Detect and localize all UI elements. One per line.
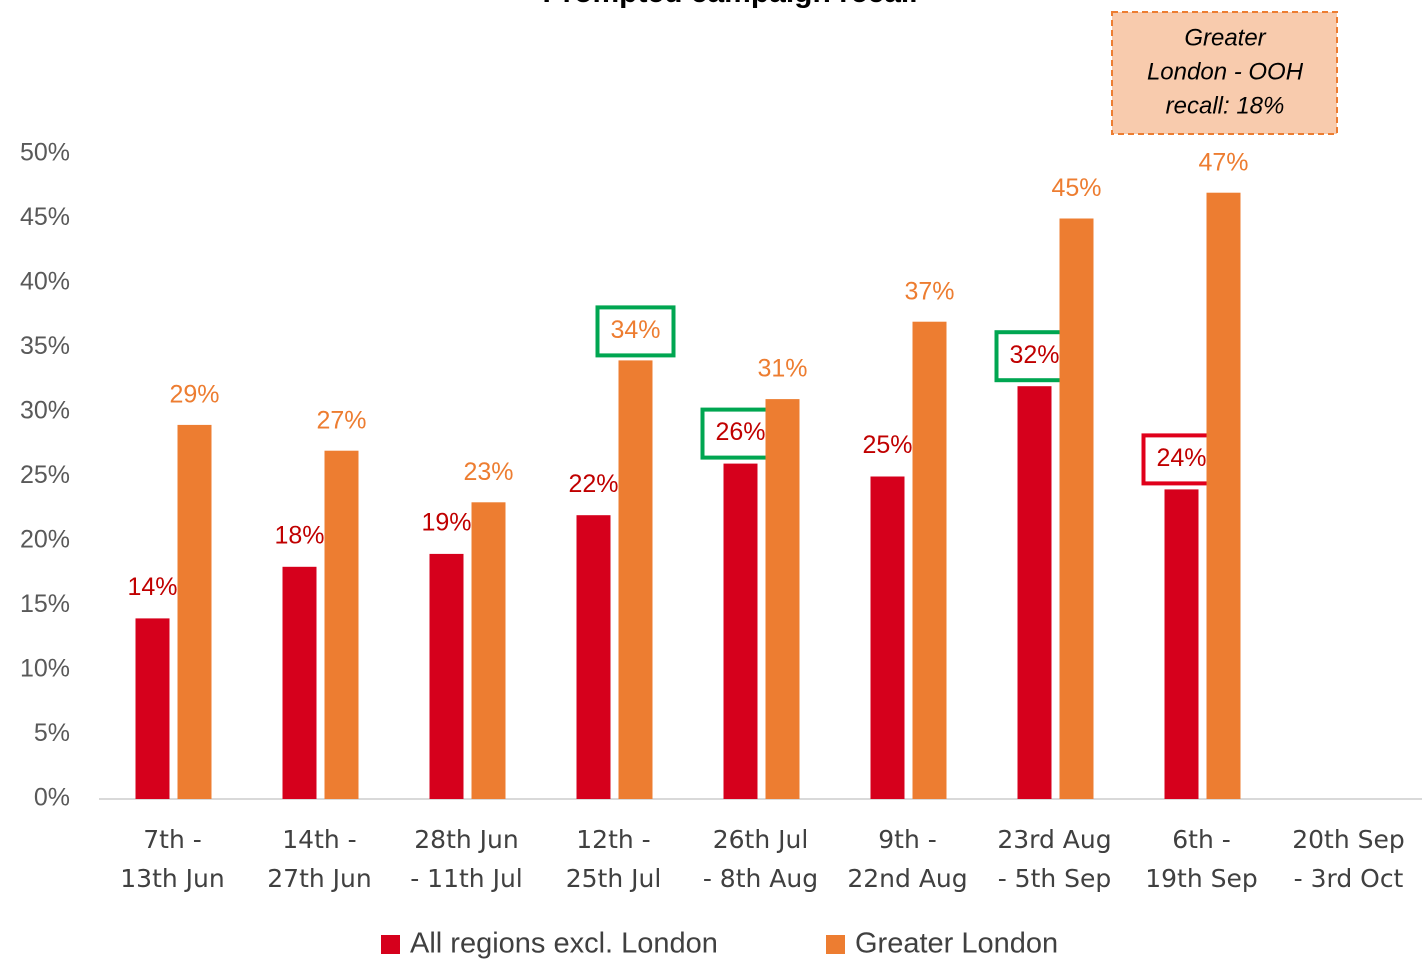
y-tick-label: 5% bbox=[34, 719, 70, 747]
bar bbox=[1206, 192, 1241, 799]
y-tick-label: 35% bbox=[20, 332, 70, 360]
annotation-box bbox=[1111, 11, 1338, 135]
data-label: 25% bbox=[862, 431, 912, 459]
data-label: 31% bbox=[757, 355, 807, 383]
bar bbox=[282, 566, 317, 799]
x-tick-label: 14th - 27th Jun bbox=[267, 825, 372, 893]
bar bbox=[135, 618, 170, 799]
data-label: 32% bbox=[1009, 341, 1059, 369]
annotation-text: London - OOH bbox=[1147, 58, 1304, 85]
data-label: 22% bbox=[568, 470, 618, 498]
legend-swatch bbox=[381, 935, 400, 954]
annotation-text: recall: 18% bbox=[1166, 92, 1285, 119]
y-tick-label: 25% bbox=[20, 461, 70, 489]
annotation-text: Greater bbox=[1184, 24, 1266, 51]
data-label: 29% bbox=[169, 381, 219, 409]
data-label: 37% bbox=[904, 277, 954, 305]
data-label: 14% bbox=[127, 573, 177, 601]
data-label: 26% bbox=[715, 418, 765, 446]
legend-label: All regions excl. London bbox=[410, 928, 718, 959]
legend-swatch bbox=[826, 935, 845, 954]
legend-label: Greater London bbox=[855, 928, 1058, 959]
data-label: 23% bbox=[463, 458, 513, 486]
data-label: 19% bbox=[421, 509, 471, 537]
bar bbox=[723, 463, 758, 799]
bar bbox=[471, 502, 506, 799]
bar bbox=[177, 424, 212, 799]
y-tick-label: 20% bbox=[20, 526, 70, 554]
x-tick-label: 7th - 13th Jun bbox=[120, 825, 225, 893]
x-tick-label: 23rd Aug - 5th Sep bbox=[997, 825, 1112, 893]
bar bbox=[324, 450, 359, 799]
data-label: 18% bbox=[274, 521, 324, 549]
data-label: 34% bbox=[610, 316, 660, 344]
x-tick-label: 26th Jul - 8th Aug bbox=[702, 825, 819, 893]
y-tick-label: 30% bbox=[20, 397, 70, 425]
x-tick-label: 28th Jun - 11th Jul bbox=[410, 825, 523, 893]
x-tick-label: 12th - 25th Jul bbox=[565, 825, 662, 893]
chart-title: Prompted campaign recall bbox=[542, 0, 917, 9]
bar bbox=[576, 515, 611, 799]
x-tick-label: 20th Sep - 3rd Oct bbox=[1292, 825, 1405, 893]
bar bbox=[1059, 218, 1094, 799]
y-tick-label: 40% bbox=[20, 268, 70, 296]
data-label: 24% bbox=[1156, 444, 1206, 472]
bar bbox=[765, 399, 800, 799]
bar bbox=[870, 476, 905, 799]
data-label: 47% bbox=[1198, 148, 1248, 176]
y-tick-label: 50% bbox=[20, 139, 70, 167]
data-label: 27% bbox=[316, 406, 366, 434]
x-tick-label: 9th - 22nd Aug bbox=[847, 825, 968, 893]
bar bbox=[912, 321, 947, 799]
bar bbox=[1164, 489, 1199, 799]
x-tick-label: 6th - 19th Sep bbox=[1145, 825, 1258, 893]
bar bbox=[1017, 386, 1052, 799]
y-tick-label: 0% bbox=[34, 784, 70, 812]
y-tick-label: 10% bbox=[20, 655, 70, 683]
bar bbox=[429, 553, 464, 799]
highlight-box bbox=[595, 305, 676, 358]
y-tick-label: 15% bbox=[20, 590, 70, 618]
y-tick-label: 45% bbox=[20, 203, 70, 231]
data-label: 45% bbox=[1051, 174, 1101, 202]
bar bbox=[618, 360, 653, 799]
